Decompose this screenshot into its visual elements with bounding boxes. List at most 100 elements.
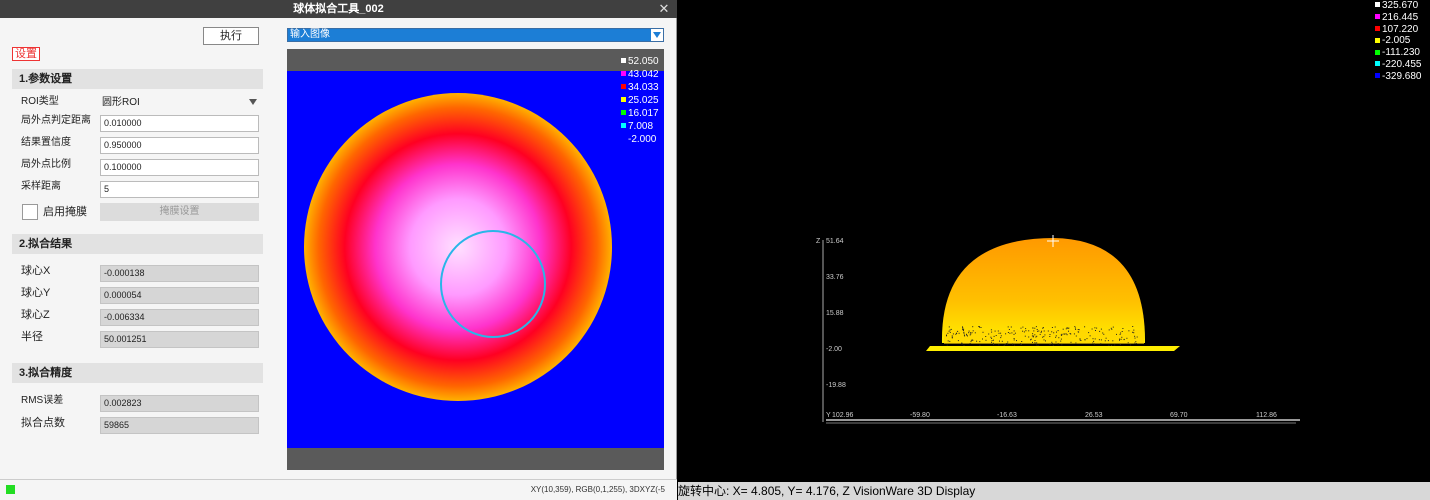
accuracy-section-header: 3.拟合精度 xyxy=(12,363,263,383)
legend-value: -2.005 xyxy=(1382,35,1411,47)
image-view[interactable]: 52.050 43.042 34.033 25.025 16.017 7.008 -2.00… xyxy=(287,49,664,470)
sphere-heatmap xyxy=(304,93,612,401)
fit-points-label: 拟合点数 xyxy=(21,417,65,429)
fit-points-value: 59865 xyxy=(100,417,259,434)
center-z-value: -0.006334 xyxy=(100,309,259,326)
legend-swatch xyxy=(1375,2,1380,8)
legend-value: 52.050 xyxy=(628,56,659,67)
view3d-legend-entry: -220.455 xyxy=(1373,59,1430,71)
sample-dist-input[interactable]: 5 xyxy=(100,181,259,198)
tab-settings[interactable]: 设置 xyxy=(12,47,40,61)
3d-point-cloud-canvas[interactable]: Z 51.64 33.76 15.88 -2.00 -19.88 Y 102.9… xyxy=(678,0,1430,482)
sphere-dome xyxy=(941,238,1146,343)
dialog-status-bar: XY(10,359), RGB(0,1,255), 3DXYZ(-5 xyxy=(0,479,677,500)
roi-type-label: ROI类型 xyxy=(21,96,59,107)
x-tick-label: 69.70 xyxy=(1170,412,1188,419)
sample-dist-label: 采样距离 xyxy=(21,181,61,192)
legend-value: 107.220 xyxy=(1382,23,1419,35)
x-tick-label: -59.80 xyxy=(910,412,930,419)
x-tick-label: -16.63 xyxy=(997,412,1017,419)
3d-display-view[interactable]: Z 51.64 33.76 15.88 -2.00 -19.88 Y 102.9… xyxy=(678,0,1430,500)
legend-value: 43.042 xyxy=(628,69,659,80)
rms-value: 0.002823 xyxy=(100,395,259,412)
center-x-value: -0.000138 xyxy=(100,265,259,282)
z-tick-label: 51.64 xyxy=(826,238,844,245)
z-tick-label: -19.88 xyxy=(826,382,846,389)
legend-value: -111.230 xyxy=(1382,47,1420,59)
radius-label: 半径 xyxy=(21,331,43,343)
image-legend-entry: 43.042 xyxy=(619,68,664,81)
mask-settings-button[interactable]: 掩膜设置 xyxy=(100,203,259,221)
z-tick-label: -2.00 xyxy=(826,346,842,353)
image-color-legend: 52.050 43.042 34.033 25.025 16.017 7.008 -2.00… xyxy=(619,55,664,146)
dialog-titlebar: 球体拟合工具_002 ✕ xyxy=(0,0,677,18)
image-source-value: 输入图像 xyxy=(290,29,330,40)
legend-swatch xyxy=(1375,73,1380,79)
outlier-dist-label: 局外点判定距离 xyxy=(21,115,91,126)
legend-swatch xyxy=(1375,49,1380,55)
rms-label: RMS误差 xyxy=(21,395,64,406)
chevron-down-icon xyxy=(651,29,663,41)
legend-swatch xyxy=(1375,14,1380,20)
roi-type-select[interactable]: 圆形ROI xyxy=(100,95,259,111)
view3d-legend-entry: 325.670 xyxy=(1373,0,1430,12)
z-axis-label: Z xyxy=(816,238,821,245)
base-plane xyxy=(926,346,1180,351)
status-indicator xyxy=(6,485,15,494)
center-x-label: 球心X xyxy=(21,265,51,277)
view3d-legend-entry: -111.230 xyxy=(1373,47,1430,59)
legend-swatch xyxy=(621,136,626,142)
confidence-input[interactable]: 0.950000 xyxy=(100,137,259,154)
image-legend-entry: 7.008 xyxy=(619,120,664,133)
legend-swatch xyxy=(621,110,626,116)
legend-value: 325.670 xyxy=(1382,0,1419,11)
result-section-header: 2.拟合结果 xyxy=(12,234,263,254)
legend-value: 7.008 xyxy=(628,121,654,132)
legend-swatch xyxy=(1375,25,1380,31)
image-source-select[interactable]: 输入图像 xyxy=(287,28,664,42)
execute-button[interactable]: 执行 xyxy=(203,27,259,45)
legend-swatch xyxy=(621,71,626,77)
image-legend-entry: 16.017 xyxy=(619,107,664,120)
center-y-label: 球心Y xyxy=(21,287,51,299)
3d-status-bar: 旋转中心: X= 4.805, Y= 4.176, Z VisionWare 3… xyxy=(678,482,1430,500)
legend-swatch xyxy=(621,123,626,129)
legend-value: 25.025 xyxy=(628,95,659,106)
3d-color-legend: 325.670 216.445 107.220 -2.005 -111.230 -220.… xyxy=(1373,0,1430,83)
dialog-title: 球体拟合工具_002 xyxy=(293,3,384,15)
legend-swatch xyxy=(621,97,626,103)
point-noise xyxy=(946,326,1138,346)
image-legend-entry: -2.000 xyxy=(619,133,664,146)
legend-value: -2.000 xyxy=(628,134,657,145)
roi-type-value: 圆形ROI xyxy=(102,97,140,108)
z-tick-label: 33.76 xyxy=(826,274,844,281)
center-y-value: 0.000054 xyxy=(100,287,259,304)
outlier-dist-input[interactable]: 0.010000 xyxy=(100,115,259,132)
x-tick-label: 26.53 xyxy=(1085,412,1103,419)
sphere-fit-dialog: 球体拟合工具_002 ✕ 执行 设置 1.参数设置 ROI类型 圆形ROI 局外… xyxy=(0,0,677,500)
close-icon[interactable]: ✕ xyxy=(658,1,670,16)
legend-value: 16.017 xyxy=(628,108,659,119)
param-section-header: 1.参数设置 xyxy=(12,69,263,89)
view3d-legend-entry: -2.005 xyxy=(1373,35,1430,47)
enable-mask-checkbox[interactable] xyxy=(22,204,38,220)
legend-swatch xyxy=(1375,61,1380,67)
radius-value: 50.001251 xyxy=(100,331,259,348)
legend-value: -220.455 xyxy=(1382,58,1422,70)
view3d-legend-entry: -329.680 xyxy=(1373,71,1430,83)
roi-circle[interactable] xyxy=(440,230,546,338)
legend-value: -329.680 xyxy=(1382,70,1422,82)
legend-swatch xyxy=(621,58,626,64)
image-legend-entry: 25.025 xyxy=(619,94,664,107)
confidence-label: 结果置信度 xyxy=(21,137,71,148)
legend-swatch xyxy=(621,84,626,90)
z-tick-label: 15.88 xyxy=(826,310,844,317)
x-tick-label: 112.86 xyxy=(1256,412,1277,419)
chevron-down-icon xyxy=(249,99,257,105)
outlier-ratio-input[interactable]: 0.100000 xyxy=(100,159,259,176)
x-tick-label: 102.96 xyxy=(832,412,854,419)
legend-value: 216.445 xyxy=(1382,11,1419,23)
legend-swatch xyxy=(1375,37,1380,43)
outlier-ratio-label: 局外点比例 xyxy=(21,159,71,170)
depth-image xyxy=(287,71,664,448)
